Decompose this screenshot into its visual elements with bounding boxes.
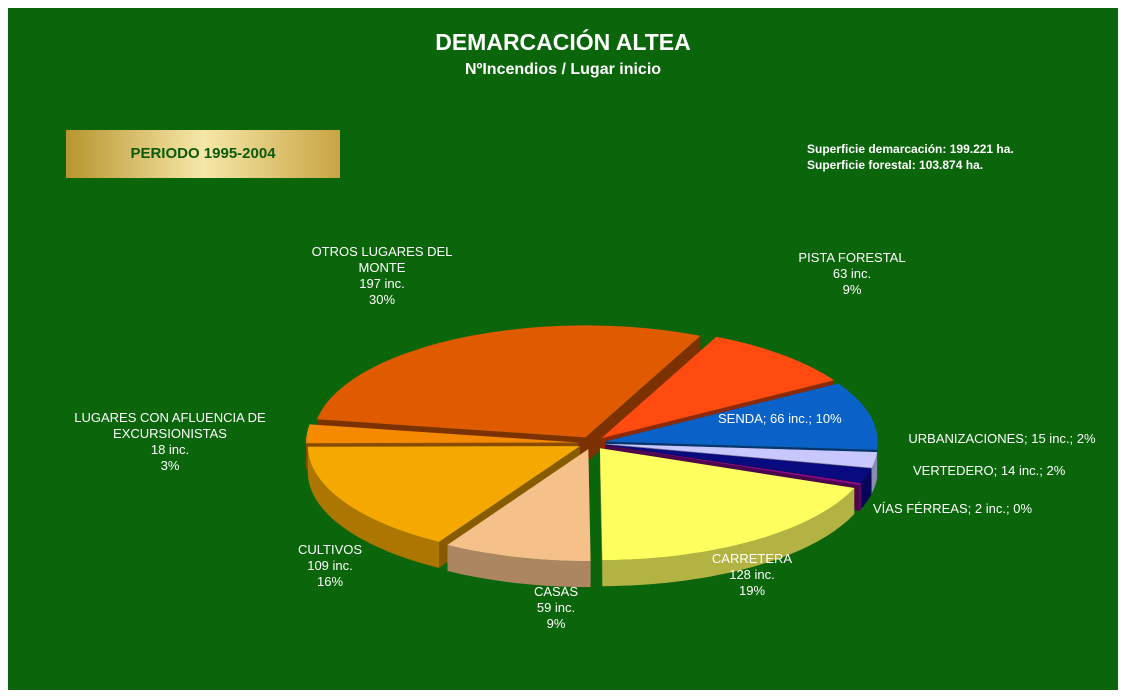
- label-separator: ;: [1005, 501, 1010, 516]
- label-separator: ;: [993, 463, 998, 478]
- slice: [605, 383, 878, 450]
- label-line: 63 inc.: [772, 266, 932, 282]
- note: Superficie demarcación: 199.221 ha.: [807, 142, 1014, 156]
- data-label: CULTIVOS 109 inc. 16%: [250, 542, 410, 590]
- period-box: PERIODO 1995-2004: [66, 130, 340, 178]
- value-label: 109 inc.: [307, 558, 353, 573]
- label-separator: ;: [1039, 463, 1043, 478]
- slice: [605, 445, 862, 485]
- slice: [317, 325, 701, 438]
- percent-label: 16%: [316, 574, 344, 589]
- percent-label: 9%: [842, 282, 862, 297]
- label-separator: ;: [1023, 431, 1028, 446]
- label-line: 197 inc.: [287, 276, 477, 292]
- label-category: PISTA FORESTAL: [798, 250, 906, 265]
- percent-label: 9%: [546, 616, 566, 631]
- note: Superficie forestal: 103.874 ha.: [807, 158, 984, 172]
- label-category: VERTEDERO: [913, 463, 994, 478]
- data-label: CASAS 59 inc. 9%: [476, 584, 636, 632]
- label-line: 19%: [672, 583, 832, 599]
- data-label: VERTEDERO; 14 inc.; 2%: [913, 463, 1126, 479]
- data-label: VÍAS FÉRREAS; 2 inc.; 0%: [873, 501, 1093, 517]
- label-category: SENDA: [718, 411, 763, 426]
- slice-side: [600, 448, 603, 587]
- percent-label: 10%: [815, 411, 842, 426]
- slice-edge: [307, 446, 439, 568]
- value-label: 14 inc.: [1000, 463, 1040, 478]
- slice: [307, 446, 580, 542]
- value-label: 15 inc.: [1031, 431, 1070, 446]
- label-line: 9%: [476, 616, 636, 632]
- label-separator: ;: [762, 411, 767, 426]
- label-line: LUGARES CON AFLUENCIA DE EXCURSIONISTAS: [55, 410, 285, 442]
- percent-label: 2%: [1046, 463, 1066, 478]
- data-label: OTROS LUGARES DEL MONTE 197 inc. 30%: [287, 244, 477, 308]
- label-category: LUGARES CON AFLUENCIA DE EXCURSIONISTAS: [74, 410, 266, 441]
- value-label: 18 inc.: [150, 442, 190, 457]
- slice-edge: [447, 544, 591, 588]
- label-line: CASAS: [476, 584, 636, 600]
- value-label: 197 inc.: [359, 276, 405, 291]
- label-line: 59 inc.: [476, 600, 636, 616]
- label-category: URBANIZACIONES: [908, 431, 1024, 446]
- value-label: 63 inc.: [832, 266, 872, 281]
- label-separator: ;: [808, 411, 812, 426]
- label-line: PISTA FORESTAL: [772, 250, 932, 266]
- label-category: OTROS LUGARES DEL MONTE: [311, 244, 453, 275]
- data-label: PISTA FORESTAL 63 inc. 9%: [772, 250, 932, 298]
- label-line: CARRETERA: [672, 551, 832, 567]
- label-separator: ;: [967, 501, 972, 516]
- label-line: 30%: [287, 292, 477, 308]
- slice-edge: [871, 452, 878, 494]
- percent-label: 19%: [738, 583, 766, 598]
- data-label: LUGARES CON AFLUENCIA DE EXCURSIONISTAS 1…: [55, 410, 285, 474]
- slice-edge: [861, 468, 872, 509]
- percent-label: 0%: [1013, 501, 1033, 516]
- percent-label: 3%: [160, 458, 180, 473]
- slice: [600, 448, 855, 561]
- value-label: 59 inc.: [536, 600, 576, 615]
- label-line: 128 inc.: [672, 567, 832, 583]
- slice: [306, 424, 578, 444]
- percent-label: 30%: [368, 292, 396, 307]
- label-category: CARRETERA: [711, 551, 793, 566]
- label-category: CULTIVOS: [297, 542, 363, 557]
- data-label: CARRETERA 128 inc. 19%: [672, 551, 832, 599]
- label-category: VÍAS FÉRREAS: [873, 501, 968, 516]
- label-line: OTROS LUGARES DEL MONTE: [287, 244, 477, 276]
- data-label: SENDA; 66 inc.; 10%: [718, 411, 918, 427]
- chart-title: DEMARCACIÓN ALTEA: [435, 29, 691, 55]
- percent-label: 2%: [1076, 431, 1096, 446]
- slice: [447, 449, 591, 562]
- label-category: CASAS: [533, 584, 579, 599]
- value-label: 2 inc.: [974, 501, 1006, 516]
- slice: [601, 336, 834, 439]
- label-line: 9%: [772, 282, 932, 298]
- label-line: 3%: [55, 458, 285, 474]
- label-line: 18 inc.: [55, 442, 285, 458]
- label-separator: ;: [1069, 431, 1074, 446]
- slice-edge: [859, 483, 862, 511]
- slice: [605, 443, 878, 468]
- value-label: 128 inc.: [729, 567, 775, 582]
- slice-edge: [602, 488, 855, 587]
- chart-subtitle: NºIncendios / Lugar inicio: [464, 61, 662, 78]
- data-label: URBANIZACIONES; 15 inc.; 2%: [887, 431, 1117, 447]
- label-line: CULTIVOS: [250, 542, 410, 558]
- value-label: 66 inc.: [770, 411, 809, 426]
- label-line: 109 inc.: [250, 558, 410, 574]
- slice: [605, 444, 872, 483]
- label-line: 16%: [250, 574, 410, 590]
